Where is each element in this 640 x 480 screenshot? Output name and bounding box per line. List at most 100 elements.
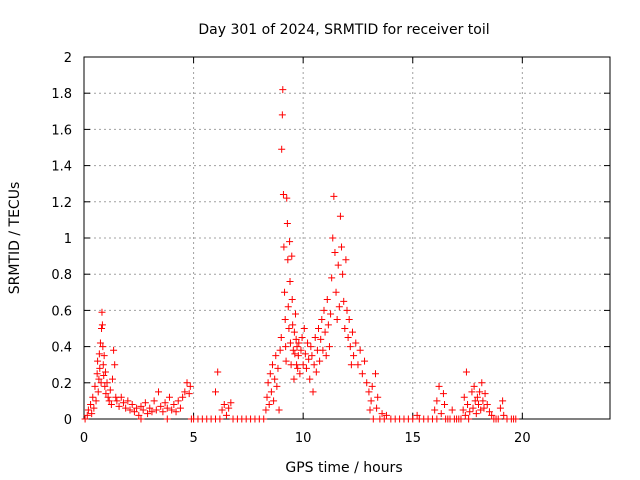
data-point-marker: [122, 404, 130, 412]
data-point-marker: [471, 397, 479, 405]
data-point-marker: [92, 397, 100, 405]
data-point-marker: [133, 404, 141, 412]
data-point-marker: [444, 415, 452, 423]
data-point-marker: [380, 415, 388, 423]
data-point-marker: [227, 399, 235, 407]
data-point-marker: [278, 111, 286, 119]
data-point-marker: [330, 192, 338, 200]
data-point-marker: [488, 411, 496, 419]
data-point-marker: [347, 361, 355, 369]
data-point-marker: [334, 261, 342, 269]
data-point-marker: [319, 346, 327, 354]
data-point-marker: [325, 343, 333, 351]
data-point-marker: [289, 346, 297, 354]
data-point-marker: [101, 368, 109, 376]
data-point-marker: [335, 303, 343, 311]
data-point-marker: [90, 404, 98, 412]
data-point-marker: [328, 274, 336, 282]
y-tick-label: 0.8: [51, 268, 72, 283]
data-point-marker: [356, 346, 364, 354]
data-point-marker: [220, 401, 228, 409]
data-point-marker: [441, 401, 449, 409]
data-point-marker: [186, 382, 194, 390]
plot-frame: [83, 56, 611, 420]
data-point-marker: [216, 415, 224, 423]
data-point-marker: [367, 397, 375, 405]
data-point-marker: [100, 352, 108, 360]
grid-lines: [84, 57, 610, 419]
data-point-marker: [323, 296, 331, 304]
data-point-marker: [163, 415, 171, 423]
data-point-marker: [352, 339, 360, 347]
data-point-marker: [350, 352, 358, 360]
data-point-marker: [117, 393, 125, 401]
data-point-marker: [472, 410, 480, 418]
x-axis-label: GPS time / hours: [285, 460, 402, 476]
data-point-marker: [354, 361, 362, 369]
data-point-marker: [155, 388, 163, 396]
data-point-marker: [494, 415, 502, 423]
data-point-marker: [315, 325, 323, 332]
data-point-marker: [273, 382, 281, 390]
data-points: [81, 86, 520, 423]
data-point-marker: [268, 361, 276, 369]
data-point-marker: [318, 315, 326, 323]
data-point-marker: [163, 404, 171, 412]
data-point-marker: [83, 411, 91, 419]
data-point-marker: [332, 288, 340, 296]
data-point-marker: [290, 375, 298, 383]
data-point-marker: [176, 404, 184, 412]
data-point-marker: [286, 339, 294, 347]
x-tick-label: 10: [295, 431, 312, 446]
data-point-marker: [174, 397, 182, 405]
data-point-marker: [146, 404, 154, 412]
data-point-marker: [130, 408, 138, 416]
data-point-marker: [148, 408, 156, 416]
data-point-marker: [222, 411, 230, 419]
data-point-marker: [267, 388, 275, 396]
data-point-marker: [150, 397, 158, 405]
data-point-marker: [286, 238, 294, 246]
data-point-marker: [105, 397, 113, 405]
x-tick-label: 20: [514, 431, 531, 446]
data-point-marker: [496, 404, 504, 412]
data-point-marker: [141, 399, 149, 407]
data-point-marker: [281, 315, 289, 323]
data-point-marker: [433, 397, 441, 405]
data-point-marker: [95, 375, 103, 383]
chart-title: Day 301 of 2024, SRMTID for receiver toi…: [198, 22, 489, 38]
data-point-marker: [329, 234, 337, 242]
data-point-marker: [343, 306, 351, 314]
data-point-marker: [98, 308, 106, 316]
data-point-marker: [320, 306, 328, 314]
data-point-marker: [157, 402, 165, 410]
data-point-marker: [281, 288, 289, 296]
data-point-marker: [466, 408, 474, 416]
data-point-marker: [272, 352, 280, 360]
data-point-marker: [469, 404, 477, 412]
data-point-marker: [409, 415, 417, 423]
y-tick-label: 0: [64, 413, 72, 428]
data-point-marker: [179, 393, 187, 401]
data-point-marker: [437, 410, 445, 418]
data-point-marker: [106, 386, 114, 394]
data-point-marker: [277, 334, 285, 342]
data-point-marker: [312, 368, 320, 376]
data-point-marker: [479, 397, 487, 405]
data-point-marker: [365, 388, 373, 396]
data-point-marker: [276, 346, 284, 354]
data-point-marker: [297, 346, 305, 354]
y-tick-label: 2: [64, 51, 72, 66]
data-point-marker: [294, 364, 302, 372]
data-point-marker: [291, 310, 299, 318]
data-point-marker: [94, 388, 102, 396]
data-point-marker: [225, 404, 233, 412]
data-point-marker: [317, 335, 325, 343]
data-point-marker: [344, 334, 352, 342]
data-point-marker: [348, 328, 356, 336]
data-point-marker: [288, 296, 296, 304]
data-point-marker: [295, 339, 303, 347]
data-point-marker: [324, 321, 332, 329]
data-point-marker: [159, 408, 167, 416]
data-point-marker: [373, 404, 381, 412]
